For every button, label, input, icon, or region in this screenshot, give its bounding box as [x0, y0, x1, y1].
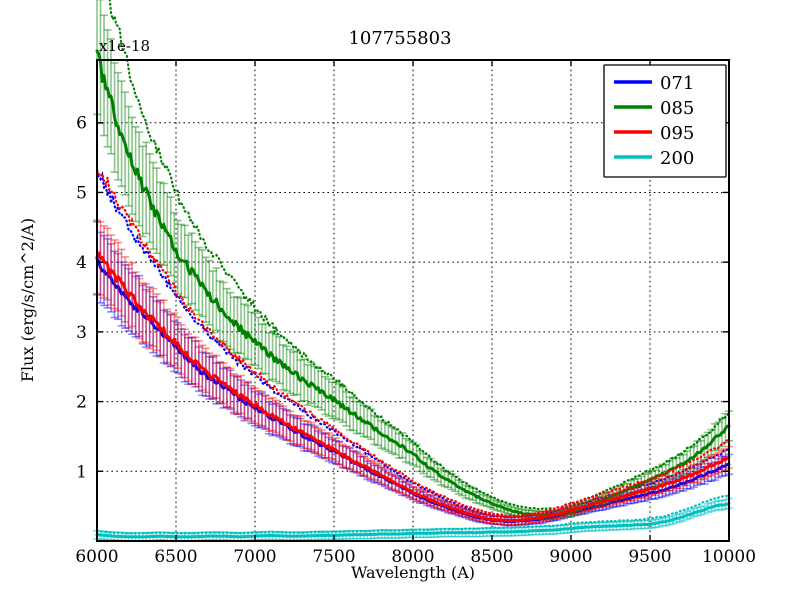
x-tick-label: 9000: [549, 547, 592, 567]
series-layer: [93, 0, 733, 542]
envelope-095: [95, 168, 731, 518]
ticks-layer: 6000 6500 7000 7500 8000 8500 9000 9500 10000 1 2 3…: [75, 60, 756, 567]
envelope-085: [108, 0, 731, 511]
envelope-200: [95, 493, 731, 535]
series-085: [93, 0, 733, 521]
x-tick-label: 9500: [628, 547, 671, 567]
grid-layer: [97, 60, 729, 541]
line-095: [95, 251, 731, 523]
x-tick-label: 6500: [154, 547, 197, 567]
x-tick-label: 6000: [75, 547, 118, 567]
labels-layer: 107755803 x1e-18 Wavelength (A) Flux (er…: [18, 28, 475, 582]
x-axis-label: Wavelength (A): [351, 563, 475, 582]
y-tick-label: 6: [76, 114, 87, 134]
legend-label-071: 071: [660, 73, 694, 94]
y-tick-label: 2: [76, 393, 87, 413]
legend[interactable]: 071 085 095 200: [603, 64, 727, 178]
x-tick-label: 8500: [470, 547, 513, 567]
series-095: [93, 168, 733, 526]
y-tick-label: 4: [76, 253, 87, 273]
x-tick-label: 7000: [233, 547, 276, 567]
line-085: [95, 49, 731, 517]
x-tick-label: 10000: [702, 547, 756, 567]
y-axis-exponent-label: x1e-18: [99, 37, 150, 55]
legend-label-085: 085: [660, 98, 694, 119]
series-200: [93, 493, 733, 542]
x-tick-label: 7500: [312, 547, 355, 567]
y-tick-label: 3: [76, 323, 87, 343]
y-tick-label: 5: [76, 183, 87, 203]
x-tick-label: 8000: [391, 547, 434, 567]
legend-box: [603, 64, 727, 178]
legend-label-095: 095: [660, 123, 694, 144]
page-title: 107755803: [348, 28, 451, 49]
line-200: [95, 501, 731, 539]
y-tick-label: 1: [76, 462, 87, 482]
y-axis-label: Flux (erg/s/cm^2/A): [18, 218, 37, 382]
legend-label-200: 200: [660, 148, 694, 169]
